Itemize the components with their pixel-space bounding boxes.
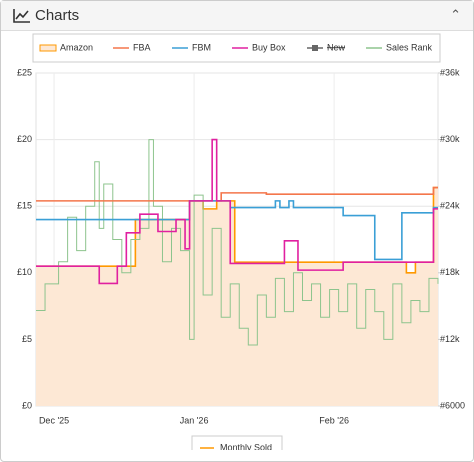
legend-label: New — [327, 42, 346, 52]
y-tick-label: £25 — [17, 67, 32, 77]
y2-tick-label: #18k — [440, 267, 460, 277]
y2-tick-label: #30k — [440, 134, 460, 144]
y-tick-label: £0 — [22, 400, 32, 410]
legend-item[interactable]: Buy Box — [232, 42, 286, 52]
legend-box — [191, 435, 283, 450]
collapse-toggle[interactable]: ⌃ — [450, 7, 461, 22]
legend-label: Amazon — [60, 42, 93, 52]
y-tick-label: £20 — [17, 134, 32, 144]
legend-item[interactable]: FBM — [172, 42, 211, 52]
legend-item[interactable]: Sales Rank — [366, 42, 433, 52]
legend-label: FBA — [133, 42, 151, 52]
chart-icon — [13, 9, 30, 23]
x-tick-label: Dec '25 — [39, 415, 69, 425]
panel-title: Charts — [35, 7, 80, 24]
legend-item[interactable]: New — [307, 42, 346, 52]
y2-tick-label: #6000 — [440, 400, 465, 410]
line — [36, 186, 438, 202]
panel-header[interactable]: Charts ⌃ — [1, 1, 473, 31]
y2-tick-label: #24k — [440, 201, 460, 211]
legend-label: Monthly Sold — [220, 442, 272, 450]
legend-item[interactable]: Monthly Sold — [191, 435, 283, 450]
legend-swatch — [39, 44, 57, 52]
legend-marker — [312, 45, 318, 51]
x-tick-label: Jan '26 — [180, 415, 209, 425]
legend-label: Buy Box — [252, 42, 286, 52]
y2-tick-label: #12k — [440, 334, 460, 344]
legend-item[interactable]: Amazon — [39, 42, 93, 52]
x-tick-label: Feb '26 — [319, 415, 349, 425]
area — [36, 187, 438, 406]
y-tick-label: £5 — [22, 334, 32, 344]
y2-tick-label: #36k — [440, 67, 460, 77]
line — [36, 138, 438, 285]
chart: £0 £5 £10 £15 £20 £25 #6000 #12k #18k #24k #30k #36… — [17, 33, 465, 450]
y-tick-label: £15 — [17, 201, 32, 211]
legend-label: Sales Rank — [386, 42, 433, 52]
line — [36, 200, 438, 261]
legend-label: FBM — [192, 42, 211, 52]
y-tick-label: £10 — [17, 267, 32, 277]
legend-item[interactable]: FBA — [113, 42, 151, 52]
line — [36, 139, 439, 346]
